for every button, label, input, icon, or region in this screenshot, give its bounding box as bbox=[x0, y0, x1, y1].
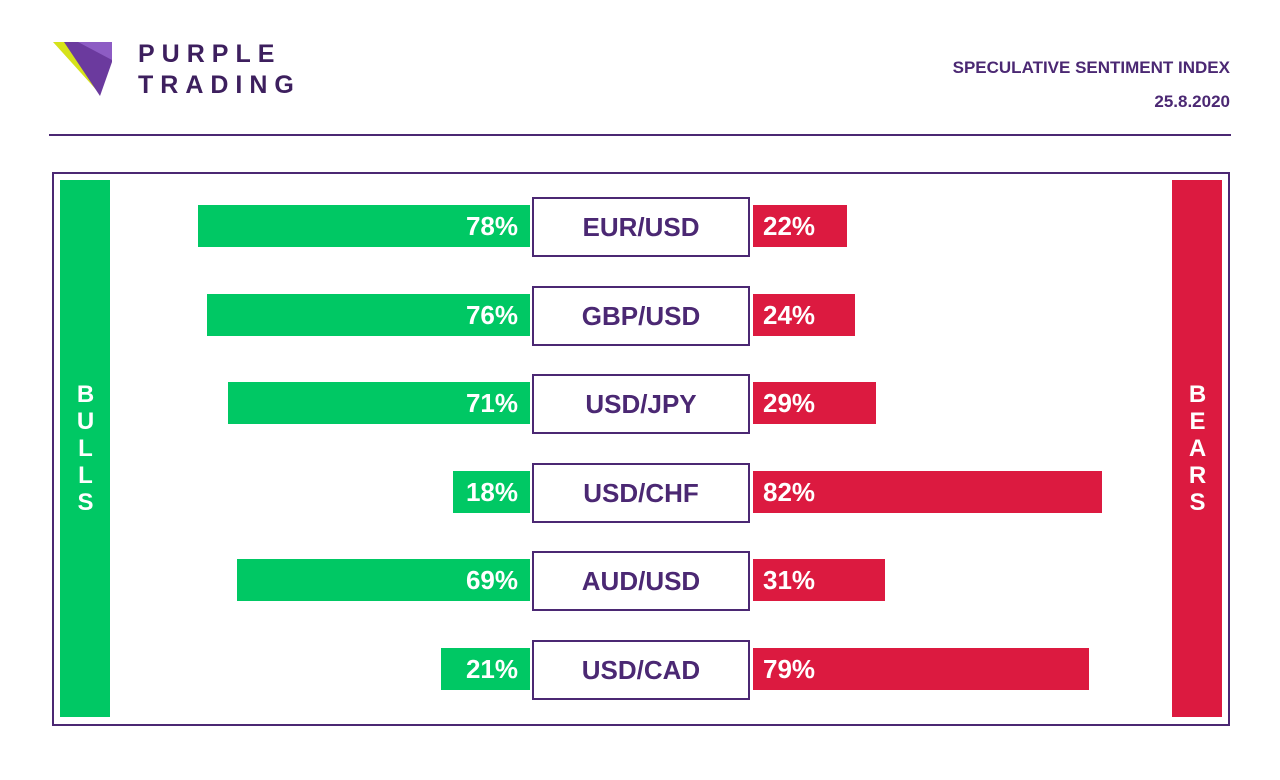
bears-value-label: 24% bbox=[763, 300, 816, 330]
bears-bar bbox=[753, 205, 847, 247]
brand-line-purple: PURPLE bbox=[138, 40, 282, 68]
bears-bar bbox=[753, 382, 876, 424]
bulls-label: BULLS bbox=[72, 381, 99, 516]
bulls-value-label: 18% bbox=[465, 477, 518, 507]
bears-bar bbox=[753, 559, 885, 601]
bulls-value-label: 78% bbox=[465, 211, 518, 241]
bulls-value-label: 71% bbox=[465, 388, 518, 418]
bulls-bar bbox=[441, 648, 530, 690]
currency-pair-label: GBP/USD bbox=[532, 286, 750, 346]
bulls-bar bbox=[207, 294, 530, 336]
bulls-bar bbox=[453, 471, 530, 513]
bulls-value-label: 76% bbox=[465, 300, 518, 330]
bears-bar bbox=[753, 294, 855, 336]
bears-label: BEARS bbox=[1184, 381, 1211, 516]
logo-mark-icon bbox=[53, 42, 112, 96]
purple-trading-logo: PURPLE TRADING bbox=[50, 38, 320, 100]
bears-side-bar: BEARS bbox=[1172, 180, 1222, 717]
bulls-value-label: 69% bbox=[465, 565, 518, 595]
bulls-bar bbox=[228, 382, 530, 424]
bulls-bar bbox=[237, 559, 530, 601]
header-divider bbox=[49, 134, 1231, 136]
bears-value-label: 22% bbox=[763, 211, 816, 241]
currency-pair-label: EUR/USD bbox=[532, 197, 750, 257]
bears-bar bbox=[753, 471, 1102, 513]
chart-frame bbox=[52, 172, 1230, 726]
page-title: SPECULATIVE SENTIMENT INDEX bbox=[952, 58, 1230, 77]
bulls-value-label: 21% bbox=[465, 654, 518, 684]
bears-value-label: 29% bbox=[763, 388, 816, 418]
bears-bar bbox=[753, 648, 1089, 690]
bulls-side-bar: BULLS bbox=[60, 180, 110, 717]
bears-value-label: 82% bbox=[763, 477, 816, 507]
report-date: 25.8.2020 bbox=[1154, 92, 1230, 111]
bears-value-label: 79% bbox=[763, 654, 816, 684]
brand-line-trading: TRADING bbox=[138, 71, 301, 99]
bears-value-label: 31% bbox=[763, 565, 816, 595]
bulls-bar bbox=[198, 205, 530, 247]
currency-pair-label: USD/JPY bbox=[532, 374, 750, 434]
currency-pair-label: AUD/USD bbox=[532, 551, 750, 611]
currency-pair-label: USD/CAD bbox=[532, 640, 750, 700]
currency-pair-label: USD/CHF bbox=[532, 463, 750, 523]
